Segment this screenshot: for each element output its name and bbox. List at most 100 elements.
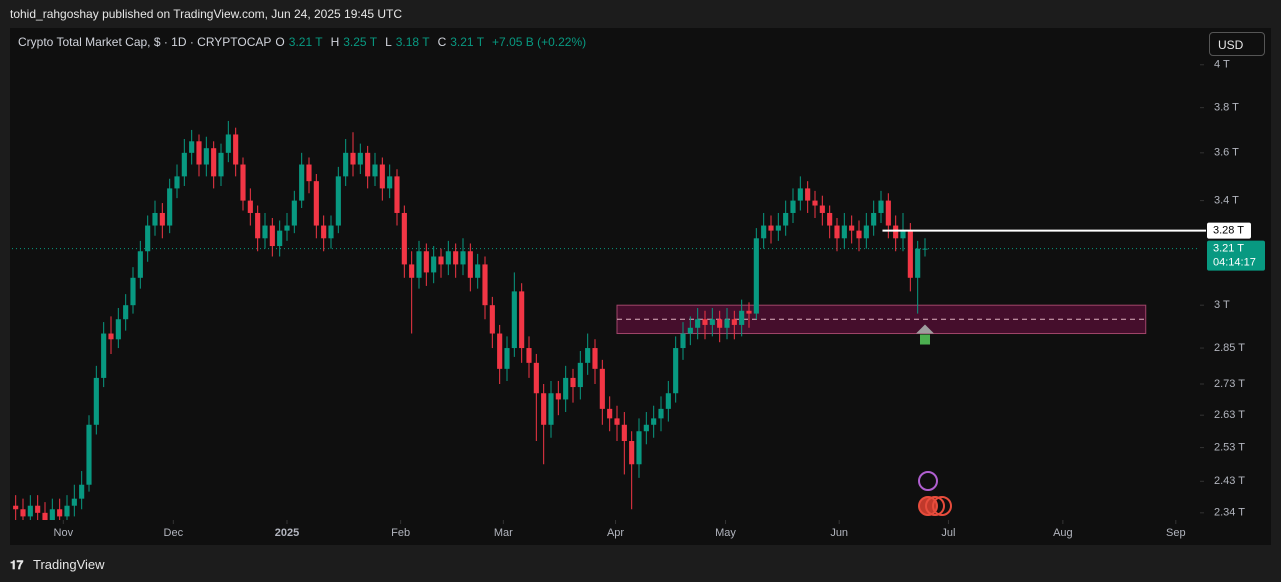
candle-body	[863, 225, 869, 239]
brand: TradingView	[33, 557, 105, 572]
candle-body	[797, 188, 803, 201]
candle-body	[277, 230, 283, 247]
candle-body	[35, 505, 41, 513]
candle-body	[145, 225, 151, 252]
candle-body	[137, 251, 143, 278]
candle-body	[233, 134, 239, 165]
candle-body	[636, 431, 642, 465]
candle-body	[123, 305, 129, 320]
candle-body	[687, 327, 693, 334]
arrow-stem	[920, 334, 930, 345]
candle-body	[482, 264, 488, 306]
candle-body	[849, 225, 855, 231]
x-tick-label: 2025	[275, 527, 299, 539]
candle-body	[64, 505, 70, 517]
candle-body	[753, 238, 759, 314]
y-tick-label: 2.53 T	[1214, 441, 1245, 453]
candle-body	[431, 256, 437, 273]
candle-body	[93, 377, 99, 425]
candle-body	[255, 212, 261, 239]
candle-body	[541, 393, 547, 425]
candle-body	[834, 225, 840, 239]
candle-body	[841, 225, 847, 239]
symbol: Crypto Total Market Cap, $ · 1D · CRYPTO…	[18, 35, 272, 49]
candle-body	[658, 408, 664, 419]
candle-body	[20, 509, 26, 517]
ohlc-value: 3.25 T	[343, 35, 378, 49]
ohlc-key: L	[385, 35, 392, 49]
candle-body	[130, 277, 136, 306]
candle-body	[915, 248, 921, 278]
candle-body	[71, 498, 77, 506]
candle-body	[13, 505, 19, 510]
candle-body	[49, 509, 55, 520]
x-tick-label: Aug	[1053, 527, 1073, 539]
candle-body	[181, 152, 187, 177]
candle-body	[409, 264, 415, 278]
x-tick-label: Mar	[494, 527, 513, 539]
x-tick-label: Apr	[607, 527, 624, 539]
y-tick-label: 3.8 T	[1214, 102, 1239, 114]
candle-body	[365, 152, 371, 177]
candle-body	[592, 348, 598, 369]
candle-body	[401, 212, 407, 265]
ohlc-value: 3.18 T	[395, 35, 430, 49]
ohlc-key: C	[437, 35, 447, 49]
x-tick-label: May	[715, 527, 736, 539]
candle-body	[577, 362, 583, 388]
candle-body	[79, 484, 85, 499]
candle-body	[416, 251, 422, 278]
candle-body	[445, 251, 451, 265]
legend: Crypto Total Market Cap, $ · 1D · CRYPTO…	[18, 35, 590, 49]
candle-body	[665, 393, 671, 409]
candle-body	[57, 509, 63, 517]
currency-button[interactable]: USD	[1209, 32, 1265, 56]
candle-body	[695, 319, 701, 328]
candle-body	[152, 212, 158, 226]
candle-body	[291, 200, 297, 226]
candle-body	[511, 291, 517, 349]
candle-body	[460, 251, 466, 265]
candle-body	[614, 418, 620, 425]
x-tick-label: Nov	[54, 527, 74, 539]
candle-body	[599, 368, 605, 409]
candle-body	[423, 251, 429, 273]
candle-body	[211, 148, 217, 177]
candle-body	[27, 505, 33, 517]
ohlc-key: O	[275, 35, 285, 49]
candle-body	[673, 348, 679, 394]
candle-body	[819, 205, 825, 213]
candle-body	[629, 441, 635, 465]
candle-body	[475, 264, 481, 278]
candle-body	[739, 310, 745, 325]
candle-body	[607, 408, 613, 419]
y-tick-label: 2.85 T	[1214, 342, 1245, 354]
price-label: 3.21 T	[1213, 243, 1244, 255]
candle-body	[159, 212, 165, 226]
candle-body	[379, 164, 385, 189]
candle-body	[108, 333, 114, 340]
candle-body	[42, 512, 48, 520]
candle-body	[790, 200, 796, 213]
candle-body	[240, 164, 246, 201]
candle-body	[313, 181, 319, 226]
candle-body	[174, 176, 180, 189]
chart-panel	[10, 28, 1271, 545]
candle-body	[775, 225, 781, 231]
candle-body	[299, 164, 305, 201]
candle-body	[394, 176, 400, 213]
candle-body	[189, 141, 195, 153]
candle-body	[761, 225, 767, 239]
event-icon	[925, 496, 945, 516]
candle-body	[856, 230, 862, 239]
candle-body	[335, 176, 341, 226]
candle-body	[555, 393, 561, 400]
candle-body	[372, 164, 378, 177]
ohlc-value: 3.21 T	[450, 35, 485, 49]
x-tick-label: Jul	[941, 527, 955, 539]
candle-body	[101, 333, 107, 378]
candle-body	[585, 348, 591, 363]
countdown: 04:14:17	[1213, 257, 1256, 269]
candle-body	[247, 200, 253, 213]
